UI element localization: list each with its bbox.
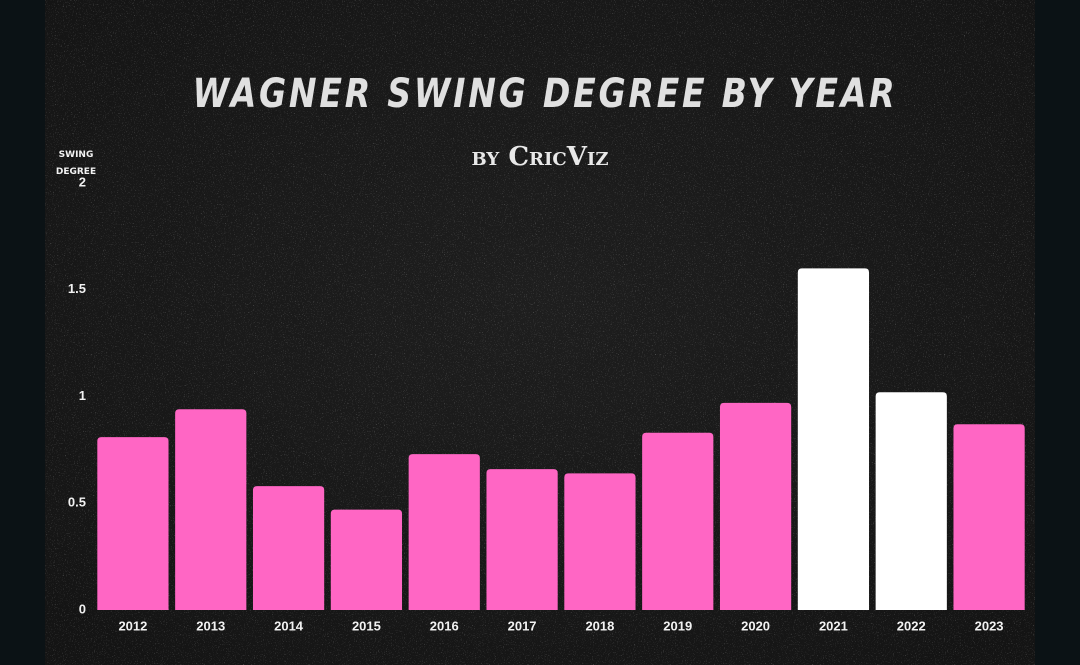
chart-title: WAGNER SWING DEGREE BY YEAR (193, 71, 898, 118)
bar (97, 437, 169, 610)
y-axis-label: SWING DEGREE (55, 150, 97, 177)
x-tick-label: 2013 (196, 618, 225, 633)
bar (875, 392, 947, 610)
x-tick-label: 2021 (819, 618, 848, 633)
x-tick-label: 2014 (274, 618, 304, 633)
y-tick-label: 1 (79, 388, 86, 403)
bar (564, 473, 636, 610)
y-tick-label: 2 (79, 174, 86, 189)
y-tick-label: 0.5 (68, 495, 86, 510)
chart-subtitle: by CricViz (472, 142, 609, 172)
bar (252, 486, 325, 610)
x-tick-label: 2012 (118, 618, 147, 633)
x-tick-label: 2020 (741, 618, 770, 633)
x-tick-label: 2023 (975, 618, 1004, 633)
x-tick-label: 2017 (508, 618, 537, 633)
x-tick-label: 2016 (430, 618, 459, 633)
x-tick-label: 2015 (352, 618, 381, 633)
y-tick-label: 0 (79, 601, 86, 616)
bar (797, 268, 870, 610)
bar (642, 432, 714, 610)
bar (486, 469, 558, 610)
x-tick-label: 2022 (897, 618, 926, 633)
bar (408, 454, 480, 610)
x-tick-label: 2018 (585, 618, 614, 633)
x-tick-label: 2019 (663, 618, 692, 633)
bar (175, 409, 247, 610)
bar (953, 424, 1025, 610)
bar (719, 402, 792, 610)
y-tick-label: 1.5 (68, 281, 86, 296)
bar (330, 509, 403, 610)
